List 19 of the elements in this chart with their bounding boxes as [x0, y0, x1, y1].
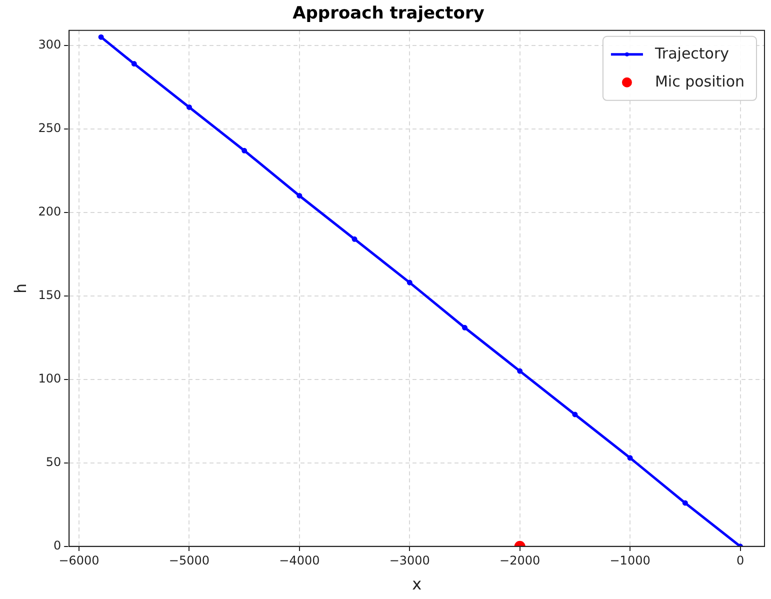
x-tick-label: 0 [736, 554, 744, 568]
legend-label: Mic position [654, 72, 745, 90]
x-tick-label: −2000 [500, 554, 540, 568]
y-tick-label: 150 [38, 288, 62, 302]
y-axis-title: h [10, 283, 30, 294]
chart-title: Approach trajectory [292, 4, 484, 24]
y-tick-label: 0 [53, 538, 62, 553]
y-tick-label: 50 [46, 455, 62, 470]
x-tick-label: −5000 [168, 554, 210, 568]
x-tick-label: −1000 [610, 554, 650, 568]
y-tick-label: 200 [38, 204, 62, 219]
x-tick-label: −4000 [279, 554, 320, 568]
legend-label: Trajectory [654, 44, 730, 62]
y-tick-label: 250 [38, 121, 62, 136]
y-tick-label: 100 [38, 372, 62, 386]
x-tick-label: −6000 [58, 554, 100, 568]
x-tick-label: −3000 [389, 554, 430, 568]
y-tick-label: 300 [38, 38, 62, 52]
x-axis-title: x [412, 574, 422, 594]
